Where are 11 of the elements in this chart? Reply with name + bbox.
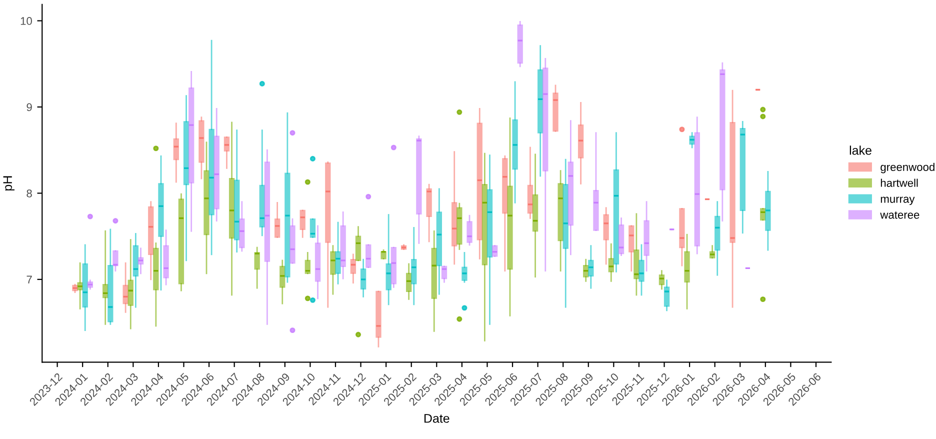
x-axis-title: Date bbox=[424, 414, 450, 423]
y-tick-label: 10 bbox=[20, 17, 32, 25]
legend-label: wateree bbox=[880, 211, 920, 219]
legend-label: hartwell bbox=[880, 178, 918, 187]
legend-label: murray bbox=[880, 196, 915, 206]
legend-title: lake bbox=[850, 146, 872, 155]
y-tick-label: 7 bbox=[26, 276, 32, 284]
legend-label: greenwood bbox=[880, 162, 934, 174]
y-tick-label: 9 bbox=[26, 103, 32, 112]
y-tick-label: 8 bbox=[26, 189, 32, 198]
y-axis-title: pH bbox=[3, 176, 14, 190]
